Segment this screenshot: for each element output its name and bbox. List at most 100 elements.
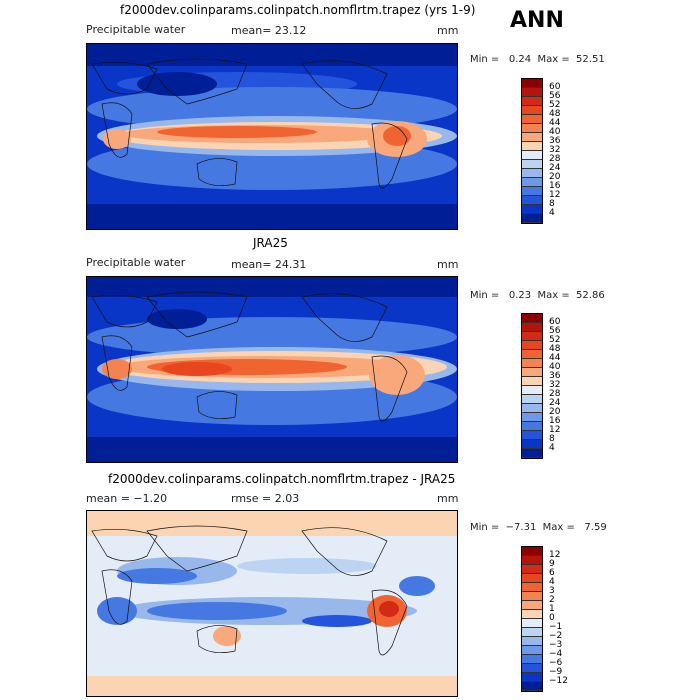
colorbar-swatch: [522, 214, 542, 223]
colorbar-swatch: [522, 106, 542, 115]
colorbar-tick-label: 48: [549, 108, 561, 119]
colorbar-tick-label: 48: [549, 343, 561, 354]
panel-title: f2000dev.colinparams.colinpatch.nomflrtm…: [108, 472, 456, 486]
colorbar-tick-label: 12: [549, 549, 561, 560]
colorbar-tick-label: 56: [549, 325, 561, 336]
colorbar-tick-label: 16: [549, 180, 561, 191]
variable-label: Precipitable water: [86, 256, 186, 269]
colorbar-swatch: [522, 323, 542, 332]
colorbar-swatch: [522, 178, 542, 187]
rmse-value: rmse = 2.03: [231, 492, 300, 505]
min-max-label: Min = 0.23 Max = 52.86: [470, 290, 605, 301]
colorbar-swatch: [522, 359, 542, 368]
colorbar-tick-label: 36: [549, 135, 561, 146]
colorbar-swatch: [522, 628, 542, 637]
colorbar-labels: 60 56 52 48 44 40 36 32 28 24 20 16 12 8 4: [549, 78, 579, 222]
mean-value: mean= 24.31: [231, 258, 307, 271]
colorbar: [521, 313, 543, 459]
colorbar-tick-label: 60: [549, 81, 561, 92]
colorbar-swatch: [522, 565, 542, 574]
colorbar-tick-label: 4: [549, 576, 555, 587]
colorbar-swatch: [522, 160, 542, 169]
colorbar-swatch: [522, 637, 542, 646]
panel-title: JRA25: [253, 236, 288, 250]
colorbar-swatch: [522, 673, 542, 682]
colorbar-tick-label: 4: [549, 207, 555, 218]
colorbar-swatch: [522, 655, 542, 664]
colorbar-tick-label: 44: [549, 117, 561, 128]
map-plot: [86, 510, 458, 697]
colorbar-tick-label: 4: [549, 442, 555, 453]
season-label: ANN: [510, 8, 564, 33]
colorbar-swatch: [522, 196, 542, 205]
colorbar-tick-label: 40: [549, 361, 561, 372]
colorbar-swatch: [522, 205, 542, 214]
colorbar-tick-label: −6: [549, 657, 563, 668]
colorbar-tick-label: 8: [549, 433, 555, 444]
colorbar-tick-label: 20: [549, 406, 561, 417]
colorbar-swatch: [522, 413, 542, 422]
colorbar-tick-label: 12: [549, 189, 561, 200]
colorbar-swatch: [522, 449, 542, 458]
colorbar-tick-label: 20: [549, 171, 561, 182]
colorbar-tick-label: 9: [549, 558, 555, 569]
colorbar: [521, 78, 543, 224]
colorbar-swatch: [522, 314, 542, 323]
colorbar-tick-label: 24: [549, 397, 561, 408]
colorbar-tick-label: −3: [549, 639, 563, 650]
panel-title: f2000dev.colinparams.colinpatch.nomflrtm…: [120, 3, 476, 17]
colorbar-swatch: [522, 97, 542, 106]
colorbar-swatch: [522, 601, 542, 610]
colorbar-swatch: [522, 395, 542, 404]
colorbar-swatch: [522, 404, 542, 413]
colorbar-swatch: [522, 88, 542, 97]
colorbar: [521, 546, 543, 692]
colorbar-labels: 12 9 6 4 3 2 1 0 −1 −2 −3 −4 −6 −9 −12: [549, 546, 579, 690]
colorbar-swatch: [522, 646, 542, 655]
min-max-label: Min = −7.31 Max = 7.59: [470, 522, 607, 533]
mean-value: mean = −1.20: [86, 492, 168, 505]
colorbar-tick-label: 6: [549, 567, 555, 578]
units-label: mm: [437, 492, 459, 505]
colorbar-swatch: [522, 133, 542, 142]
colorbar-swatch: [522, 386, 542, 395]
colorbar-swatch: [522, 115, 542, 124]
colorbar-tick-label: −12: [549, 675, 568, 686]
map-plot: [86, 43, 458, 230]
colorbar-swatch: [522, 151, 542, 160]
units-label: mm: [437, 258, 459, 271]
colorbar-tick-label: 28: [549, 388, 561, 399]
colorbar-tick-label: 16: [549, 415, 561, 426]
colorbar-tick-label: 44: [549, 352, 561, 363]
colorbar-swatch: [522, 124, 542, 133]
colorbar-swatch: [522, 341, 542, 350]
colorbar-tick-label: 2: [549, 594, 555, 605]
units-label: mm: [437, 24, 459, 37]
colorbar-tick-label: 52: [549, 99, 561, 110]
colorbar-swatch: [522, 377, 542, 386]
colorbar-tick-label: −4: [549, 648, 563, 659]
colorbar-tick-label: 12: [549, 424, 561, 435]
min-max-label: Min = 0.24 Max = 52.51: [470, 54, 605, 65]
colorbar-tick-label: 32: [549, 144, 561, 155]
colorbar-swatch: [522, 440, 542, 449]
colorbar-tick-label: 24: [549, 162, 561, 173]
colorbar-swatch: [522, 664, 542, 673]
mean-value: mean= 23.12: [231, 24, 307, 37]
colorbar-swatch: [522, 682, 542, 691]
map-plot: [86, 276, 458, 463]
colorbar-swatch: [522, 583, 542, 592]
colorbar-tick-label: −2: [549, 630, 563, 641]
colorbar-labels: 60 56 52 48 44 40 36 32 28 24 20 16 12 8 4: [549, 313, 579, 457]
colorbar-swatch: [522, 187, 542, 196]
colorbar-swatch: [522, 332, 542, 341]
colorbar-tick-label: 0: [549, 612, 555, 623]
colorbar-tick-label: 36: [549, 370, 561, 381]
colorbar-swatch: [522, 574, 542, 583]
colorbar-tick-label: 60: [549, 316, 561, 327]
variable-label: Precipitable water: [86, 23, 186, 36]
colorbar-tick-label: −9: [549, 666, 563, 677]
colorbar-tick-label: −1: [549, 621, 563, 632]
colorbar-swatch: [522, 431, 542, 440]
colorbar-swatch: [522, 368, 542, 377]
